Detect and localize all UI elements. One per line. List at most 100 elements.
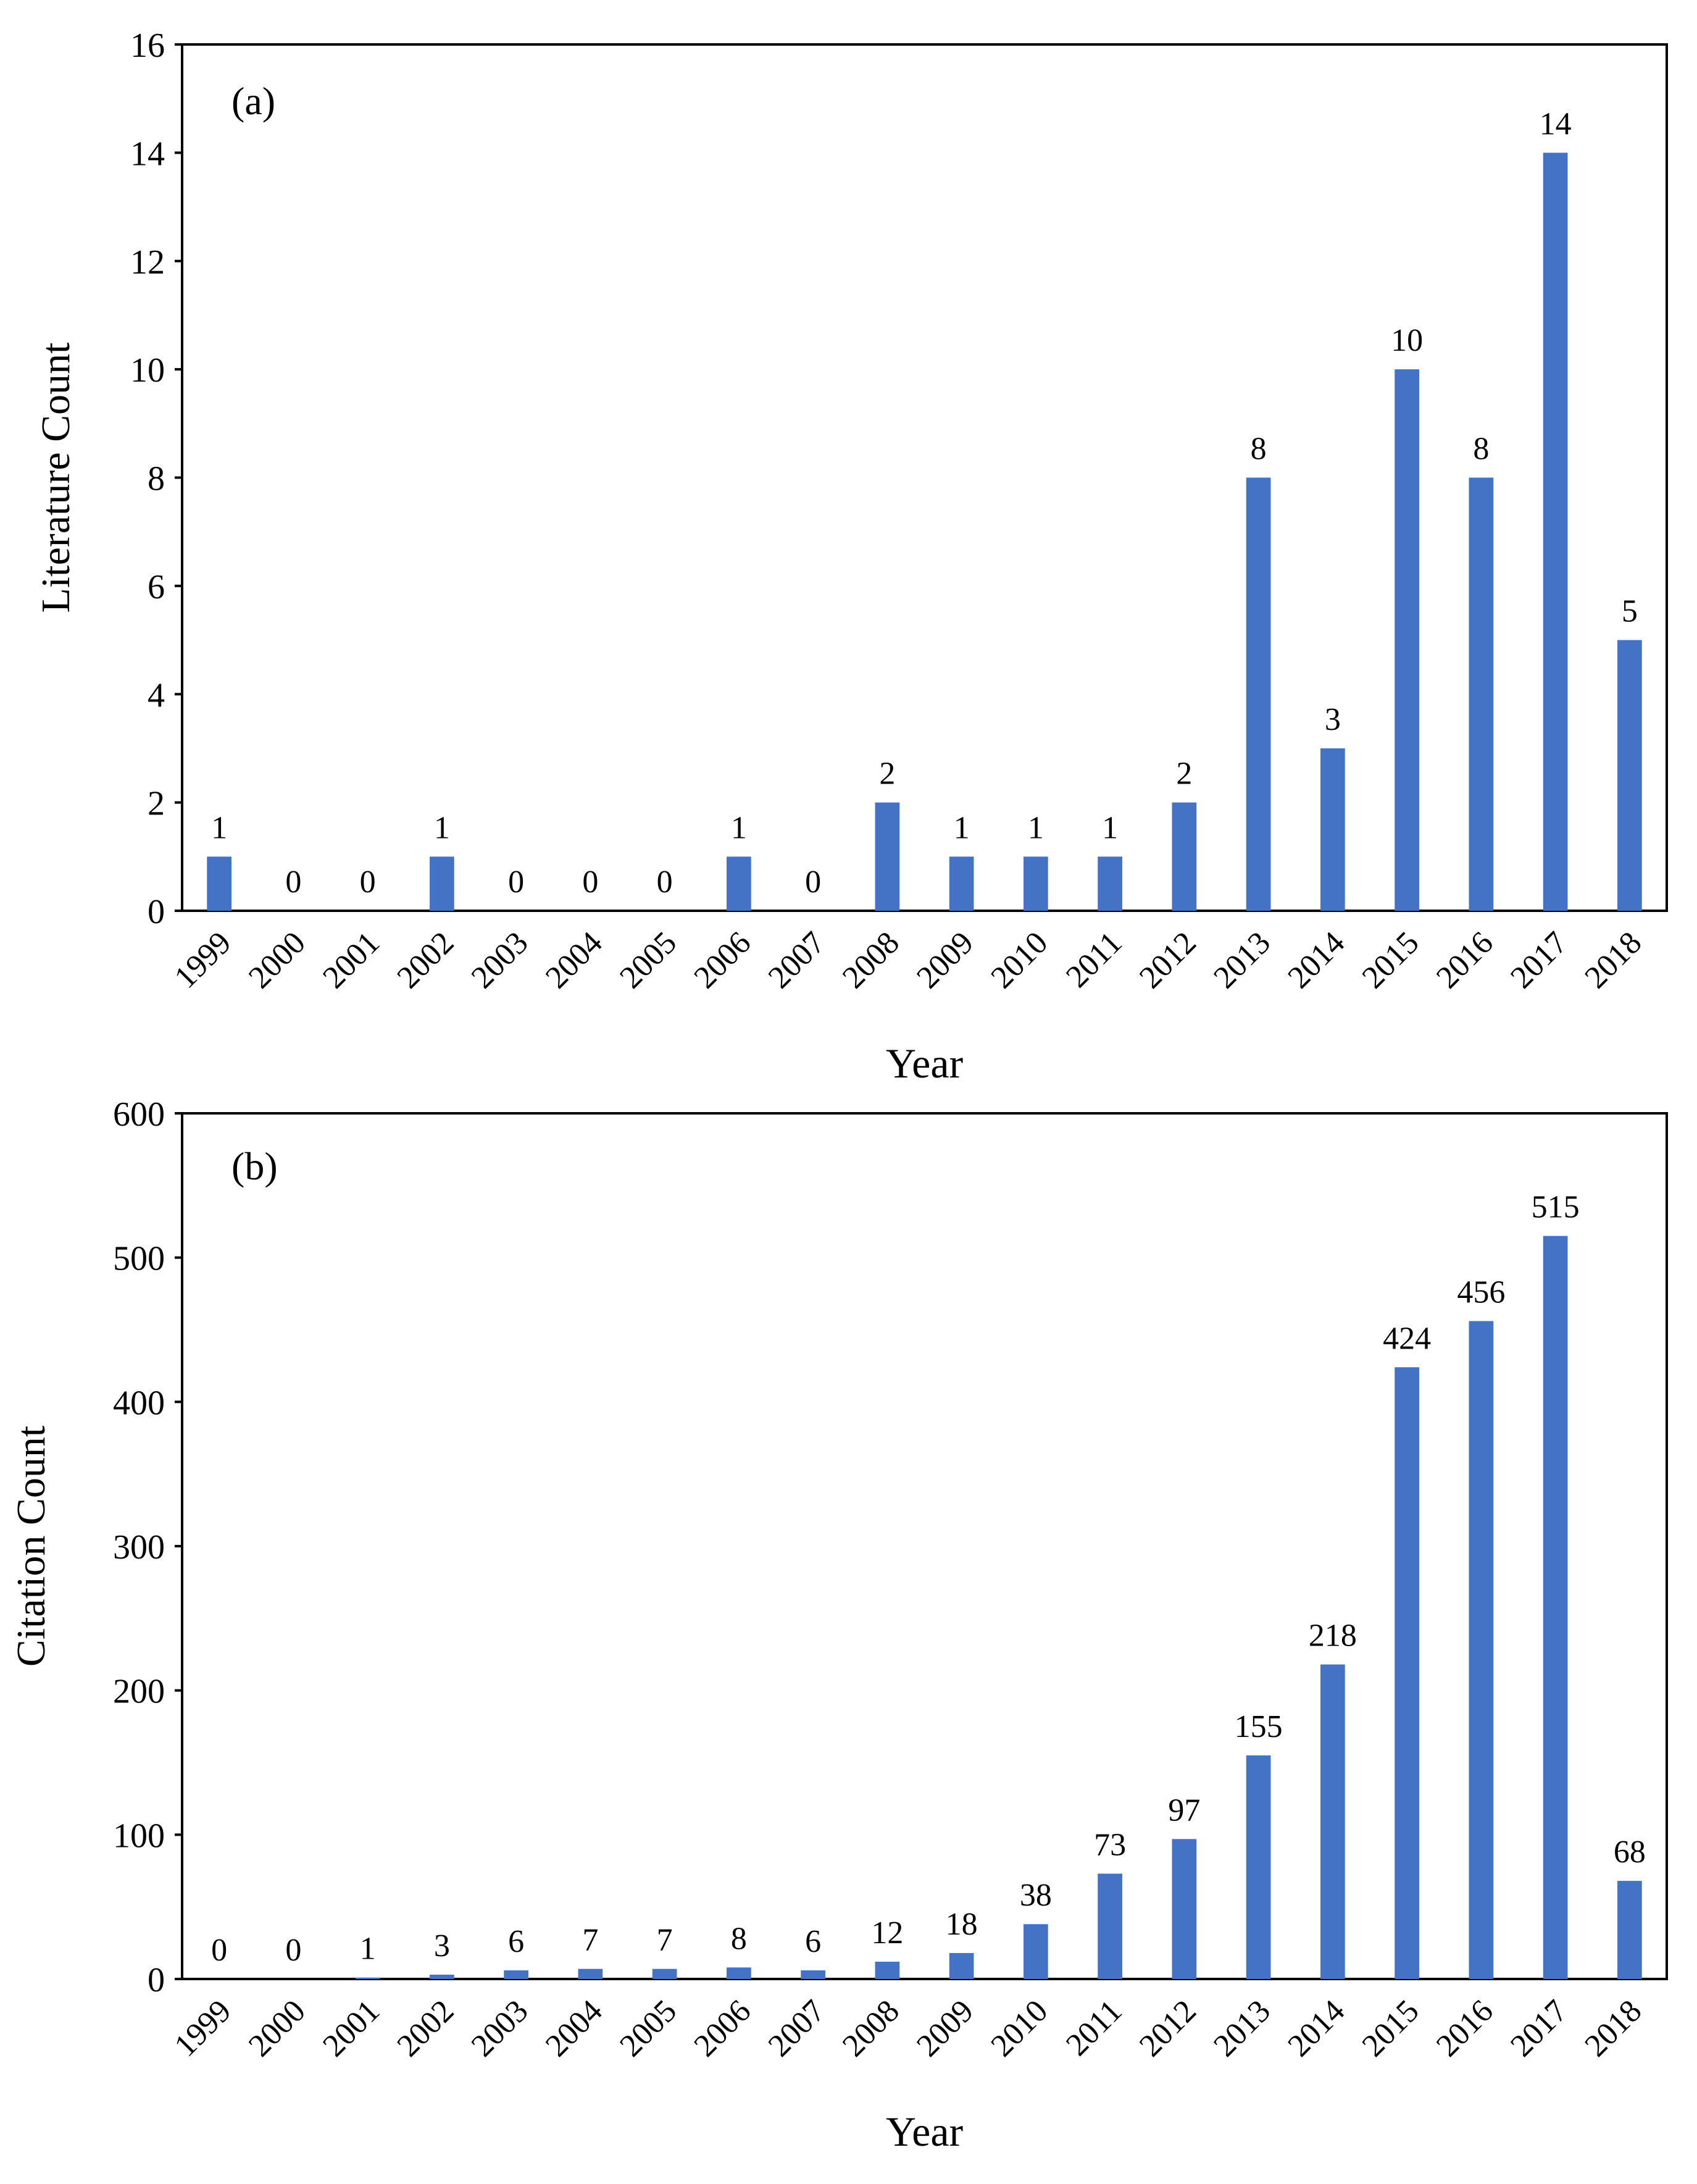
data-label: 18 [946,1907,978,1942]
bar-2015 [1395,1367,1419,1979]
x-tick-label: 2004 [539,925,609,995]
data-label: 10 [1391,323,1423,358]
bar-2007 [801,1970,825,1979]
x-tick-label: 2011 [1059,1993,1128,2062]
bar-2012 [1172,1839,1197,1979]
data-label: 2 [879,756,895,792]
bar-2010 [1024,1924,1048,1979]
x-tick-label: 2014 [1282,925,1352,995]
data-label: 0 [285,1933,301,1968]
bar-2004 [578,1969,603,1979]
bar-2017 [1543,1236,1568,1979]
bar-2008 [875,1961,900,1979]
bar-2002 [430,1974,454,1979]
plot-frame [181,43,1668,912]
bar-2009 [949,1952,974,1979]
y-tick-label: 0 [148,893,165,931]
data-label: 0 [582,864,598,900]
y-tick-label: 4 [148,676,165,714]
data-label: 1 [954,810,970,845]
data-label: 1 [211,810,227,845]
data-label: 0 [211,1933,227,1968]
x-tick-label: 2008 [836,925,906,995]
bar-2010 [1024,856,1048,911]
data-label: 0 [508,864,524,900]
y-axis-title: Literature Count [33,342,78,613]
x-tick-label: 2004 [539,1993,609,2064]
x-tick-label: 2009 [910,1993,980,2064]
x-tick-label: 1999 [168,1993,238,2064]
plot-frame [181,1112,1668,1980]
data-label: 2 [1176,756,1192,792]
bar-2005 [652,1969,677,1979]
bar-2009 [949,856,974,911]
data-label: 7 [657,1923,673,1958]
x-tick-label: 2014 [1282,1993,1352,2064]
bar-2017 [1543,153,1568,911]
bar-2013 [1246,477,1271,911]
data-label: 456 [1457,1274,1505,1310]
data-label: 1 [360,1931,376,1967]
data-label: 8 [1473,432,1489,467]
bar-2002 [430,856,454,911]
x-tick-label: 2008 [836,1993,906,2064]
data-label: 97 [1168,1793,1200,1828]
data-label: 38 [1020,1878,1052,1913]
bar-2006 [727,1967,751,1979]
y-tick-label: 300 [113,1528,165,1567]
data-label: 68 [1614,1835,1646,1870]
data-label: 5 [1622,594,1638,629]
data-label: 424 [1383,1321,1431,1356]
data-label: 3 [434,1928,450,1964]
bar-2011 [1098,856,1122,911]
y-tick-label: 100 [113,1817,165,1855]
panel-a: 0246810121416119990200002001120020200302… [33,27,1668,1087]
bar-2008 [875,802,900,911]
x-tick-label: 2003 [465,925,535,995]
x-tick-label: 2016 [1430,1993,1500,2064]
x-tick-label: 2006 [688,1993,758,2064]
x-tick-label: 2016 [1430,925,1500,995]
y-tick-label: 2 [148,785,165,823]
data-label: 515 [1532,1190,1580,1225]
data-label: 0 [805,864,821,900]
bar-2018 [1617,640,1642,911]
x-tick-label: 2005 [613,925,683,995]
bar-2011 [1098,1873,1122,1979]
x-tick-label: 2006 [688,925,758,995]
data-label: 1 [434,810,450,845]
x-tick-label: 2009 [910,925,980,995]
x-tick-label: 2003 [465,1993,535,2064]
bar-2001 [355,1977,380,1979]
y-tick-label: 500 [113,1240,165,1278]
y-tick-label: 10 [130,351,165,390]
bar-2014 [1320,1664,1345,1979]
x-tick-label: 2007 [762,1993,832,2064]
bar-2016 [1469,1321,1494,1979]
y-tick-label: 6 [148,568,165,606]
y-tick-label: 400 [113,1384,165,1422]
x-tick-label: 2012 [1133,1993,1203,2064]
data-label: 1 [1102,810,1118,845]
panel-label: (b) [231,1144,278,1188]
x-axis-title: Year [886,1040,964,1087]
x-tick-label: 2015 [1356,1993,1426,2064]
data-label: 73 [1094,1827,1126,1862]
x-tick-label: 2011 [1059,925,1128,994]
data-label: 0 [360,864,376,900]
x-tick-label: 2018 [1578,1993,1649,2064]
x-tick-label: 1999 [168,925,238,995]
x-tick-label: 2000 [242,1993,312,2064]
x-tick-label: 2007 [762,925,832,995]
data-label: 6 [508,1924,524,1959]
data-label: 3 [1325,702,1341,737]
x-tick-label: 2002 [391,925,461,995]
x-tick-label: 2017 [1504,925,1574,995]
bar-2012 [1172,802,1197,911]
x-tick-label: 2010 [985,925,1055,995]
y-tick-label: 16 [130,27,165,65]
bar-2018 [1617,1881,1642,1979]
x-tick-label: 2001 [316,1993,386,2064]
data-label: 1 [1028,810,1044,845]
data-label: 8 [1251,432,1267,467]
